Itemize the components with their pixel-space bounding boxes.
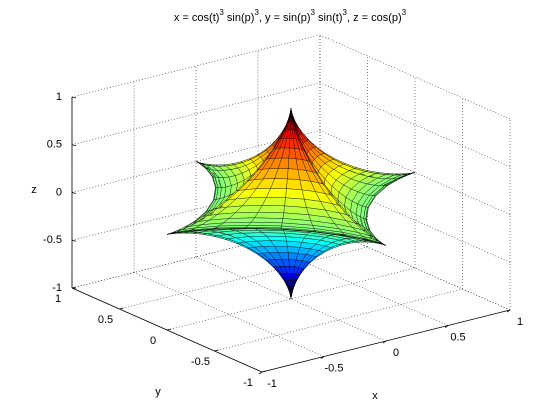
y-tick-label: 1 bbox=[55, 293, 61, 305]
title-superscript: 3 bbox=[402, 8, 407, 17]
surface bbox=[166, 107, 416, 300]
z-axis-label: z bbox=[31, 184, 37, 196]
y-tick-label: 0 bbox=[150, 335, 156, 347]
title-superscript: 3 bbox=[219, 8, 224, 17]
title-text: , y = sin(p) bbox=[259, 12, 311, 24]
x-tick-label: 0 bbox=[393, 347, 399, 359]
z-tick bbox=[71, 287, 77, 290]
y-tick bbox=[166, 328, 172, 331]
x-tick bbox=[444, 325, 449, 328]
x-tick-label: 1 bbox=[517, 316, 523, 328]
x-tick bbox=[258, 371, 263, 375]
z-tick bbox=[71, 144, 77, 147]
grid-line bbox=[214, 288, 463, 352]
z-tick-label: 0.5 bbox=[47, 139, 62, 151]
surface-patch bbox=[254, 212, 284, 219]
grid-line bbox=[119, 246, 368, 310]
title-text: sin(t) bbox=[315, 12, 343, 24]
title-text: , z = cos(p) bbox=[347, 12, 402, 24]
title-text: x = cos(t) bbox=[174, 12, 220, 24]
x-tick bbox=[506, 309, 511, 313]
y-tick-label: 0.5 bbox=[98, 314, 113, 326]
surface-patch bbox=[257, 205, 285, 213]
surface-patch bbox=[286, 178, 303, 191]
z-tick-label: 0 bbox=[56, 186, 62, 198]
y-tick bbox=[261, 370, 267, 373]
z-tick-label: -1 bbox=[52, 282, 62, 294]
chart-title: x = cos(t)3 sin(p)3, y = sin(p)3 sin(t)3… bbox=[174, 8, 407, 24]
surface-patch bbox=[166, 233, 174, 235]
surface-patch bbox=[287, 246, 301, 254]
z-tick-label: 1 bbox=[56, 91, 62, 103]
title-superscript: 3 bbox=[343, 8, 348, 17]
y-tick bbox=[119, 307, 124, 310]
z-tick bbox=[71, 239, 77, 242]
grid-line bbox=[71, 34, 321, 98]
x-tick bbox=[320, 356, 325, 359]
z-tick bbox=[71, 96, 77, 99]
surface-patch bbox=[381, 243, 387, 246]
z-tick bbox=[71, 192, 77, 194]
y-tick-label: -0.5 bbox=[191, 356, 210, 368]
x-axis-label: x bbox=[372, 390, 378, 402]
y-tick bbox=[214, 349, 219, 352]
y-axis-label: y bbox=[155, 386, 161, 398]
x-tick bbox=[382, 340, 387, 344]
title-superscript: 3 bbox=[311, 8, 316, 17]
title-superscript: 3 bbox=[254, 8, 259, 17]
x-tick-label: -1 bbox=[267, 378, 277, 390]
z-tick-label: -0.5 bbox=[43, 234, 62, 246]
x-tick-label: -0.5 bbox=[325, 362, 344, 374]
surface-patch bbox=[285, 188, 305, 200]
y-tick-label: -1 bbox=[243, 377, 253, 389]
title-text: sin(p) bbox=[224, 12, 255, 24]
grid-line bbox=[166, 267, 416, 331]
grid-line bbox=[71, 82, 321, 146]
x-tick-label: 0.5 bbox=[450, 331, 465, 343]
